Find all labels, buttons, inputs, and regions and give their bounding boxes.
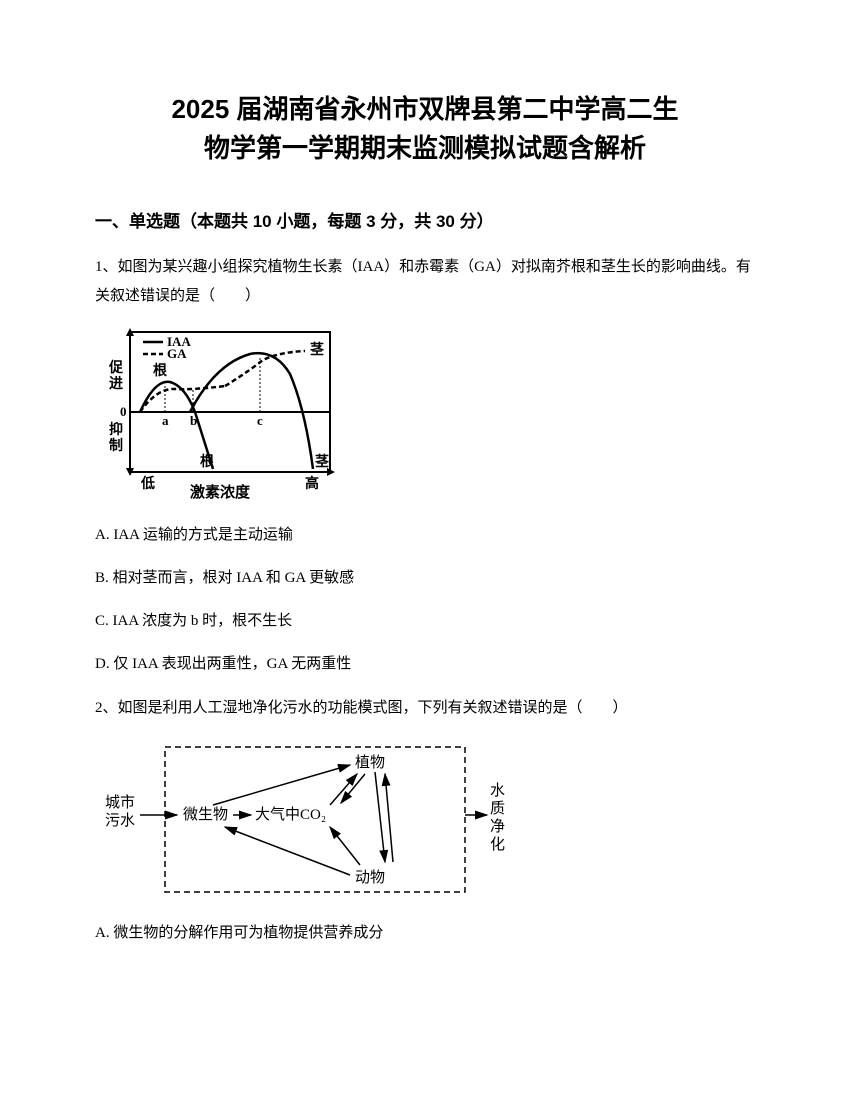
question-2-diagram: 城市 污水 水 质 净 化 微生物 大气中CO₂ 植物 动物 xyxy=(95,737,755,902)
iaa-ga-chart: IAA GA a b c 0 促 进 抑 制 根 根 茎 茎 低 高 激 xyxy=(95,324,345,504)
wetland-diagram: 城市 污水 水 质 净 化 微生物 大气中CO₂ 植物 动物 xyxy=(95,737,545,902)
question-1-option-c: C. IAA 浓度为 b 时，根不生长 xyxy=(95,608,755,635)
node-plant: 植物 xyxy=(355,754,385,771)
y-label-promote: 促 xyxy=(108,359,124,376)
output-label-4: 化 xyxy=(490,836,505,853)
label-root-1: 根 xyxy=(153,362,168,379)
question-2-text: 2、如图是利用人工湿地净化污水的功能模式图，下列有关叙述错误的是（ ） xyxy=(95,694,755,723)
question-1-text: 1、如图为某兴趣小组探究植物生长素（IAA）和赤霉素（GA）对拟南芥根和茎生长的… xyxy=(95,253,755,310)
x-high: 高 xyxy=(305,475,319,492)
node-microbe: 微生物 xyxy=(183,806,228,823)
node-co2: 大气中CO₂ xyxy=(255,806,326,823)
title-line-2: 物学第一学期期末监测模拟试题含解析 xyxy=(204,133,646,163)
question-2-option-a: A. 微生物的分解作用可为植物提供营养成分 xyxy=(95,920,755,947)
label-stem-2: 茎 xyxy=(315,453,329,470)
output-label-3: 净 xyxy=(490,818,505,835)
question-1-option-b: B. 相对茎而言，根对 IAA 和 GA 更敏感 xyxy=(95,565,755,592)
document-title: 2025 届湖南省永州市双牌县第二中学高二生 物学第一学期期末监测模拟试题含解析 xyxy=(95,90,755,168)
label-root-2: 根 xyxy=(200,453,215,470)
question-1-chart: IAA GA a b c 0 促 进 抑 制 根 根 茎 茎 低 高 激 xyxy=(95,324,755,504)
question-1-option-a: A. IAA 运输的方式是主动运输 xyxy=(95,522,755,549)
tick-0: 0 xyxy=(120,404,127,419)
output-label-2: 质 xyxy=(490,800,505,817)
label-stem-1: 茎 xyxy=(310,341,324,358)
title-line-1: 2025 届湖南省永州市双牌县第二中学高二生 xyxy=(171,94,678,124)
section-header: 一、单选题（本题共 10 小题，每题 3 分，共 30 分） xyxy=(95,208,755,235)
x-low: 低 xyxy=(140,475,155,492)
tick-b: b xyxy=(190,413,197,428)
svg-text:进: 进 xyxy=(109,376,123,392)
svg-text:制: 制 xyxy=(109,437,123,454)
input-label-2: 污水 xyxy=(105,812,135,829)
legend-ga-text: GA xyxy=(167,346,187,361)
input-label-1: 城市 xyxy=(105,794,135,811)
question-1-option-d: D. 仅 IAA 表现出两重性，GA 无两重性 xyxy=(95,651,755,678)
x-label: 激素浓度 xyxy=(190,483,251,501)
tick-a: a xyxy=(162,413,169,428)
node-animal: 动物 xyxy=(355,869,385,886)
output-label-1: 水 xyxy=(490,782,505,799)
y-label-inhibit: 抑 xyxy=(109,421,123,438)
tick-c: c xyxy=(257,413,263,428)
